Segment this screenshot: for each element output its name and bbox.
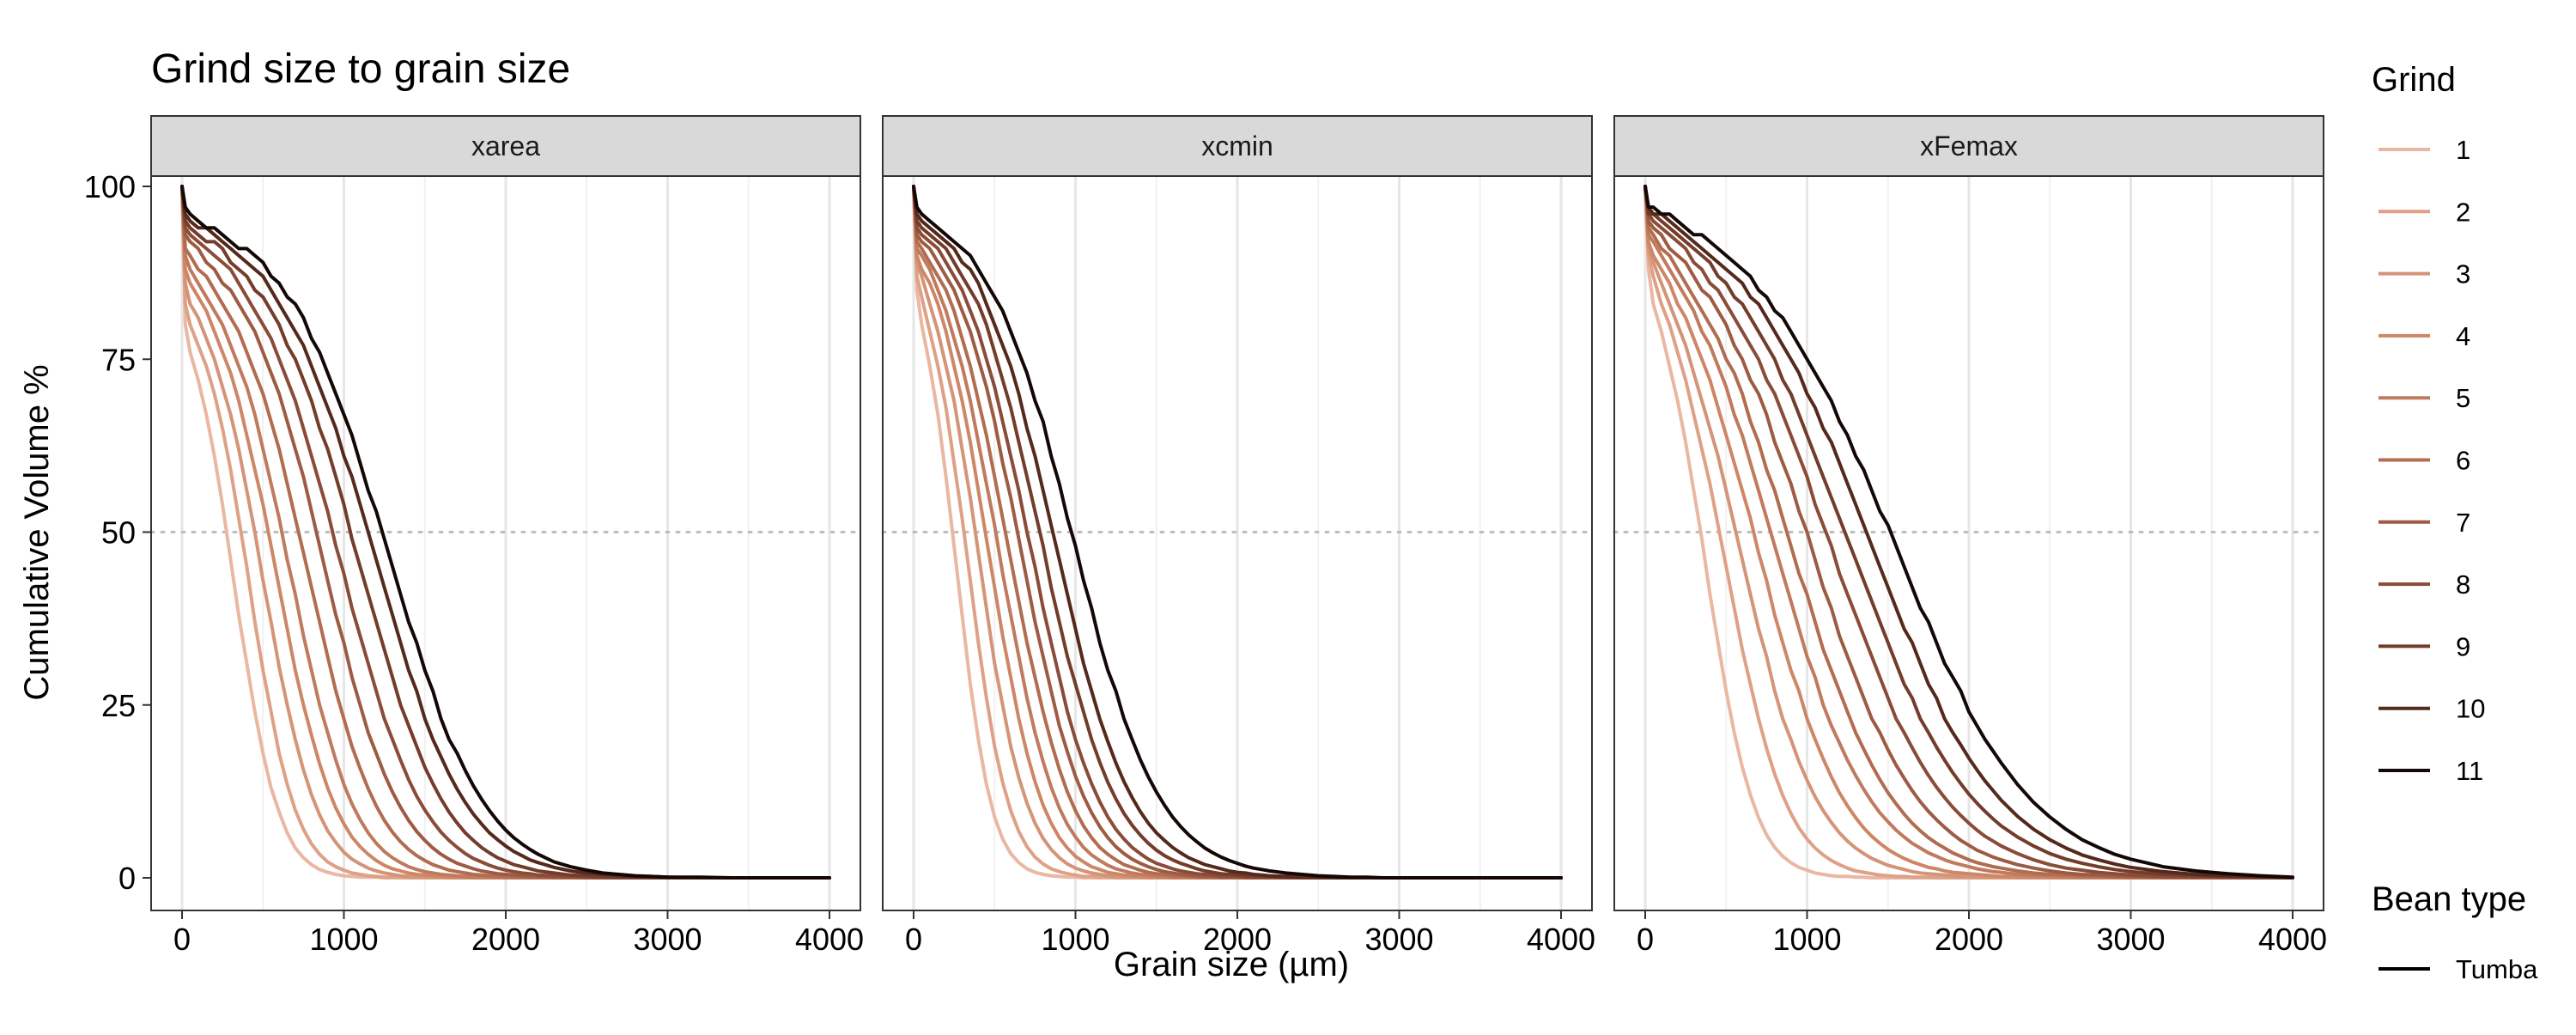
x-tick-label: 3000 (2096, 922, 2165, 957)
y-tick-label: 75 (101, 342, 136, 377)
facet-panel-xcmin: xcmin 0 1000 2000 3000 4000 (881, 115, 1595, 957)
facet-strip-label: xarea (471, 131, 540, 161)
series-line-grind-11 (1643, 185, 2294, 880)
chart-title: Grind size to grain size (151, 46, 570, 92)
x-tick-label: 1000 (1041, 922, 1109, 957)
legend: Grind 1 2 3 4 5 6 7 8 9 10 11 Bean type Tumba (2372, 61, 2538, 984)
x-tick-label: 2000 (1935, 922, 2003, 957)
x-tick-label: 0 (1637, 922, 1654, 957)
series-line-grind-10 (1643, 185, 2294, 880)
series-line-grind-10 (180, 185, 831, 880)
series-line-grind-6 (1643, 185, 2294, 880)
legend-label-grind-7: 7 (2456, 508, 2470, 538)
legend-label-grind-1: 1 (2456, 135, 2470, 165)
legend-label-grind-11: 11 (2456, 756, 2483, 786)
series-line-grind-9 (180, 185, 831, 880)
y-tick-label: 25 (101, 688, 136, 723)
series-line-grind-9 (1643, 185, 2294, 880)
x-tick-label: 3000 (633, 922, 702, 957)
x-tick-label: 0 (905, 922, 922, 957)
legend-label-grind-9: 9 (2456, 631, 2470, 661)
legend-label-grind-5: 5 (2456, 383, 2470, 413)
facet-panel-xFemax: xFemax 0 1000 2000 3000 4000 (1613, 115, 2327, 957)
facet-strip (1613, 115, 2324, 177)
x-axis-title: Grain size (µm) (1114, 946, 1349, 983)
facet-panels: xarea 0 1000 2000 3000 4000 0 25 50 75 100 xcmin 0 10… (84, 115, 2327, 957)
x-tick-label: 3000 (1364, 922, 1433, 957)
facet-strip-label: xcmin (1201, 131, 1273, 161)
legend-label-grind-8: 8 (2456, 569, 2470, 600)
y-axis-title: Cumulative Volume % (18, 364, 56, 700)
x-tick-label: 4000 (2258, 922, 2327, 957)
series-line-grind-11 (912, 185, 1563, 880)
legend-label-grind-3: 3 (2456, 259, 2470, 289)
series-line-grind-8 (1643, 185, 2294, 880)
x-tick-label: 4000 (795, 922, 864, 957)
facet-strip-label: xFemax (1920, 131, 2018, 161)
y-tick-label: 0 (118, 861, 136, 896)
series-line-grind-11 (180, 185, 831, 880)
facet-panel-xarea: xarea 0 1000 2000 3000 4000 0 25 50 75 100 (84, 115, 864, 957)
facet-strip (150, 115, 861, 177)
legend-label-grind-2: 2 (2456, 197, 2470, 227)
x-tick-label: 2000 (471, 922, 540, 957)
y-tick-label: 50 (101, 515, 136, 551)
series-line-grind-7 (1643, 185, 2294, 880)
legend-label-bean-tumba: Tumba (2456, 954, 2538, 984)
x-tick-label: 2000 (1203, 922, 1272, 957)
y-tick-label: 100 (84, 169, 136, 204)
legend-grind-title: Grind (2372, 61, 2456, 99)
facet-strip (882, 115, 1593, 177)
x-tick-label: 0 (173, 922, 191, 957)
x-tick-label: 4000 (1527, 922, 1595, 957)
x-tick-label: 1000 (309, 922, 378, 957)
x-tick-label: 1000 (1772, 922, 1841, 957)
legend-label-grind-4: 4 (2456, 321, 2470, 351)
legend-label-grind-10: 10 (2456, 694, 2485, 724)
legend-bean-title: Bean type (2372, 880, 2526, 918)
legend-label-grind-6: 6 (2456, 446, 2470, 476)
